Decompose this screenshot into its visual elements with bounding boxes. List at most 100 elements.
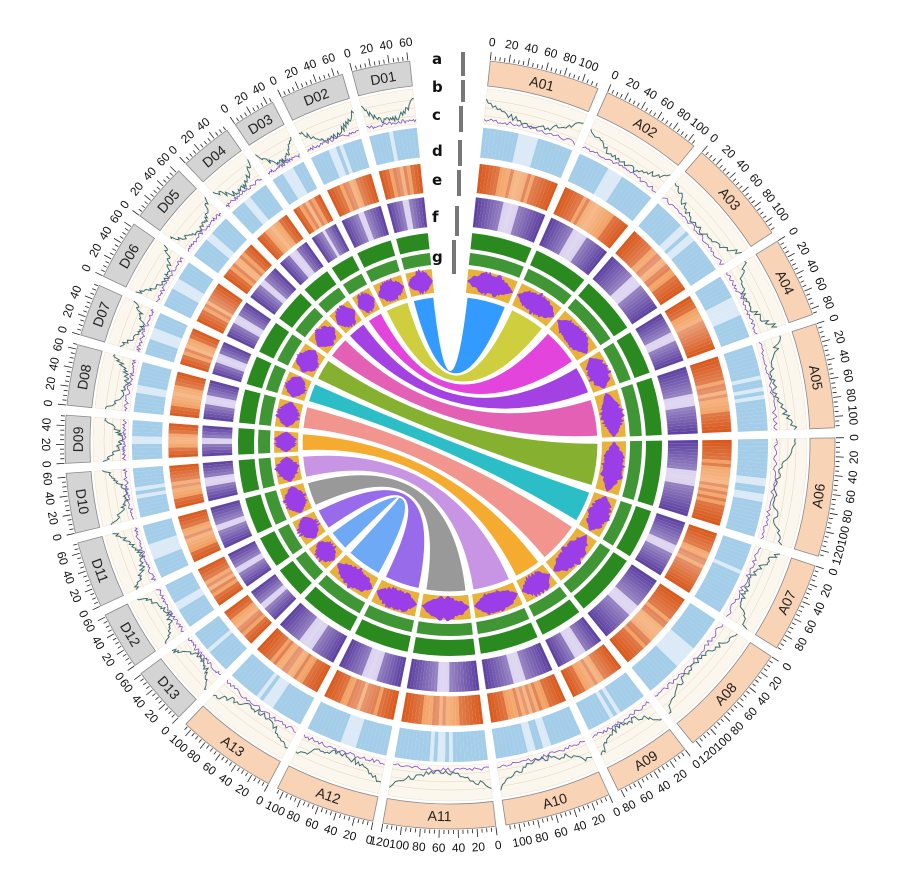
heat-e-cell <box>667 421 698 427</box>
tick-mark <box>357 819 360 824</box>
line-track-bg <box>162 190 224 254</box>
line-series-accent <box>133 527 157 582</box>
heat-d-cell <box>264 229 287 255</box>
tick-label: 0 <box>267 73 279 89</box>
heat-d-cell <box>428 695 434 726</box>
grid-line <box>392 768 490 775</box>
heat-c-cell <box>531 719 544 750</box>
tick-label: 60 <box>637 787 656 806</box>
data-tracks <box>92 88 808 802</box>
heat-e-cell <box>204 403 235 412</box>
heat-c-cell <box>684 608 711 630</box>
heat-d-cell <box>191 327 221 344</box>
heat-d-cell <box>505 689 516 720</box>
heat-c-cell <box>686 605 714 627</box>
chromosome-d11 <box>77 536 124 607</box>
tick-mark <box>218 129 223 133</box>
line-series-accent <box>483 118 575 145</box>
heat-e-cell <box>296 615 318 641</box>
tick-mark <box>620 93 623 98</box>
heat-d-cell <box>211 291 239 311</box>
heat-e-cell <box>349 215 365 245</box>
heat-c-cell <box>513 724 524 755</box>
heat-d-cell <box>179 514 210 527</box>
tick-mark <box>815 565 824 570</box>
heat-e-cell <box>204 406 235 414</box>
tick-mark <box>86 584 91 587</box>
heat-d-cell <box>364 174 377 204</box>
tick-label: 40 <box>140 164 160 184</box>
heat-c-cell <box>132 424 163 430</box>
tick-mark <box>362 820 364 825</box>
grid-line <box>139 597 168 644</box>
synteny-link-a02-d02 <box>385 301 544 383</box>
tick-label: 20 <box>127 179 146 198</box>
heat-d-cell <box>174 381 205 392</box>
heat-c-cell <box>612 181 633 208</box>
heat-e-cell <box>613 280 639 303</box>
tick-mark <box>695 741 702 748</box>
tick-label: 20 <box>43 376 59 392</box>
heat-c-cell <box>595 690 614 719</box>
tick-mark <box>637 781 643 789</box>
heat-c-cell <box>132 447 163 453</box>
tick-mark <box>245 772 248 777</box>
heat-d-cell <box>585 654 605 682</box>
heat-c-cell <box>660 637 686 661</box>
heat-e-cell <box>235 553 263 571</box>
heat-d-border <box>196 555 245 607</box>
heat-e-cell <box>286 255 309 280</box>
heat-c-cell <box>150 541 181 556</box>
heat-d-cell <box>552 186 569 216</box>
hist-g-peaks <box>314 541 337 563</box>
grid-line <box>183 209 218 249</box>
heat-e-cell <box>645 538 674 554</box>
synteny-link-a06-d06 <box>316 359 599 487</box>
heat-e-cell <box>254 578 280 600</box>
tick-label: 80 <box>534 829 550 846</box>
heat-e-cell <box>641 545 670 563</box>
heat-c-cell <box>137 380 168 391</box>
grid-line <box>591 127 670 177</box>
tick-mark <box>732 178 737 182</box>
heat-d-border <box>292 193 335 236</box>
heat-c-cell <box>727 360 758 372</box>
tick-mark <box>150 193 154 197</box>
heat-d-cell <box>335 184 351 214</box>
heat-c-cell <box>491 728 501 759</box>
heat-d-cell <box>665 298 694 317</box>
heat-e-cell <box>606 271 631 295</box>
tick-mark <box>789 258 794 262</box>
heat-c-cell <box>703 577 732 596</box>
tick-mark <box>796 269 804 275</box>
heat-d-cell <box>663 574 692 594</box>
heat-c-cell <box>736 406 767 414</box>
heat-d-cell <box>628 245 653 269</box>
tick-mark <box>831 503 836 505</box>
tick-mark <box>661 117 665 122</box>
tick-mark <box>641 778 645 783</box>
line-track-bg <box>757 438 808 549</box>
tick-mark <box>757 207 761 211</box>
chromosome-a02 <box>596 92 695 167</box>
heat-e-cell <box>600 264 624 289</box>
heat-d-cell <box>562 667 580 697</box>
heat-c-cell <box>515 134 527 165</box>
heat-e-cell <box>662 390 693 400</box>
tick-label: 0 <box>786 225 802 238</box>
tick-label: 20 <box>590 811 608 829</box>
heat-e-cell <box>663 486 694 496</box>
tick-label: 60 <box>746 171 766 190</box>
heat-c-cell <box>170 581 199 600</box>
heat-e-cell <box>402 200 411 231</box>
heat-d-cell <box>540 181 556 211</box>
heat-c-cell <box>545 714 559 745</box>
heat-d-cell <box>381 169 393 200</box>
heat-d-cell <box>673 558 702 576</box>
heat-c-cell <box>132 420 163 427</box>
heat-d-cell <box>633 250 658 274</box>
grid-line <box>587 135 665 183</box>
heat-c-cell <box>688 602 716 623</box>
synteny-link-a03-d03 <box>367 312 574 396</box>
tick-label: 60 <box>80 616 99 635</box>
